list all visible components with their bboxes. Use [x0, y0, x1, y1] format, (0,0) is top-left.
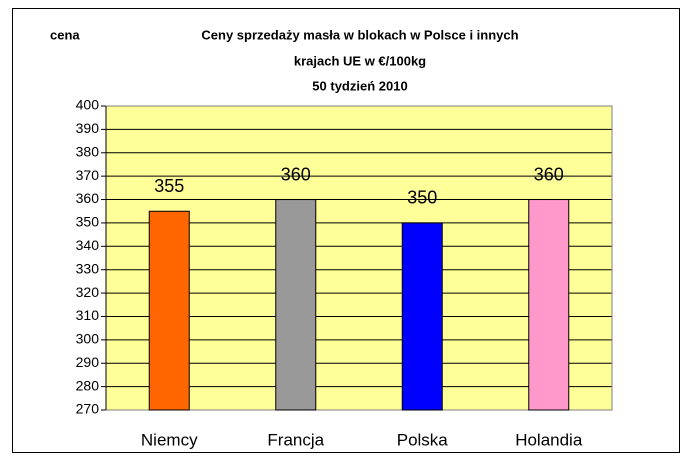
y-tick-label: 370: [76, 167, 100, 183]
chart-title: 50 tydzień 2010: [312, 78, 407, 93]
x-tick-label: Niemcy: [141, 430, 198, 449]
data-label: 360: [534, 164, 564, 184]
data-label: 350: [407, 188, 437, 208]
bar: [275, 199, 317, 411]
y-tick-label: 270: [76, 401, 100, 417]
plot-area: [106, 106, 612, 410]
y-tick-label: 390: [76, 120, 100, 136]
data-label: 355: [154, 176, 184, 196]
x-tick-label: Francja: [267, 430, 324, 449]
x-tick-label: Holandia: [515, 430, 583, 449]
y-tick-label: 330: [76, 260, 100, 276]
y-tick-label: 320: [76, 284, 100, 300]
chart-title: krajach UE w €/100kg: [294, 53, 426, 68]
y-tick-label: 340: [76, 237, 100, 253]
data-label: 360: [281, 164, 311, 184]
y-tick-label: 280: [76, 377, 100, 393]
y-tick-label: 400: [76, 97, 100, 113]
y-tick-label: 350: [76, 214, 100, 230]
y-tick-label: 380: [76, 143, 100, 159]
y-axis-label: cena: [50, 27, 80, 42]
bar: [401, 222, 443, 411]
bar: [528, 199, 570, 411]
chart-title: Ceny sprzedaży masła w blokach w Polsce …: [201, 27, 518, 42]
x-tick-label: Polska: [397, 430, 449, 449]
y-tick-label: 310: [76, 307, 100, 323]
y-tick-label: 360: [76, 190, 100, 206]
y-tick-label: 290: [76, 354, 100, 370]
y-tick-label: 300: [76, 331, 100, 347]
bar: [148, 210, 190, 411]
